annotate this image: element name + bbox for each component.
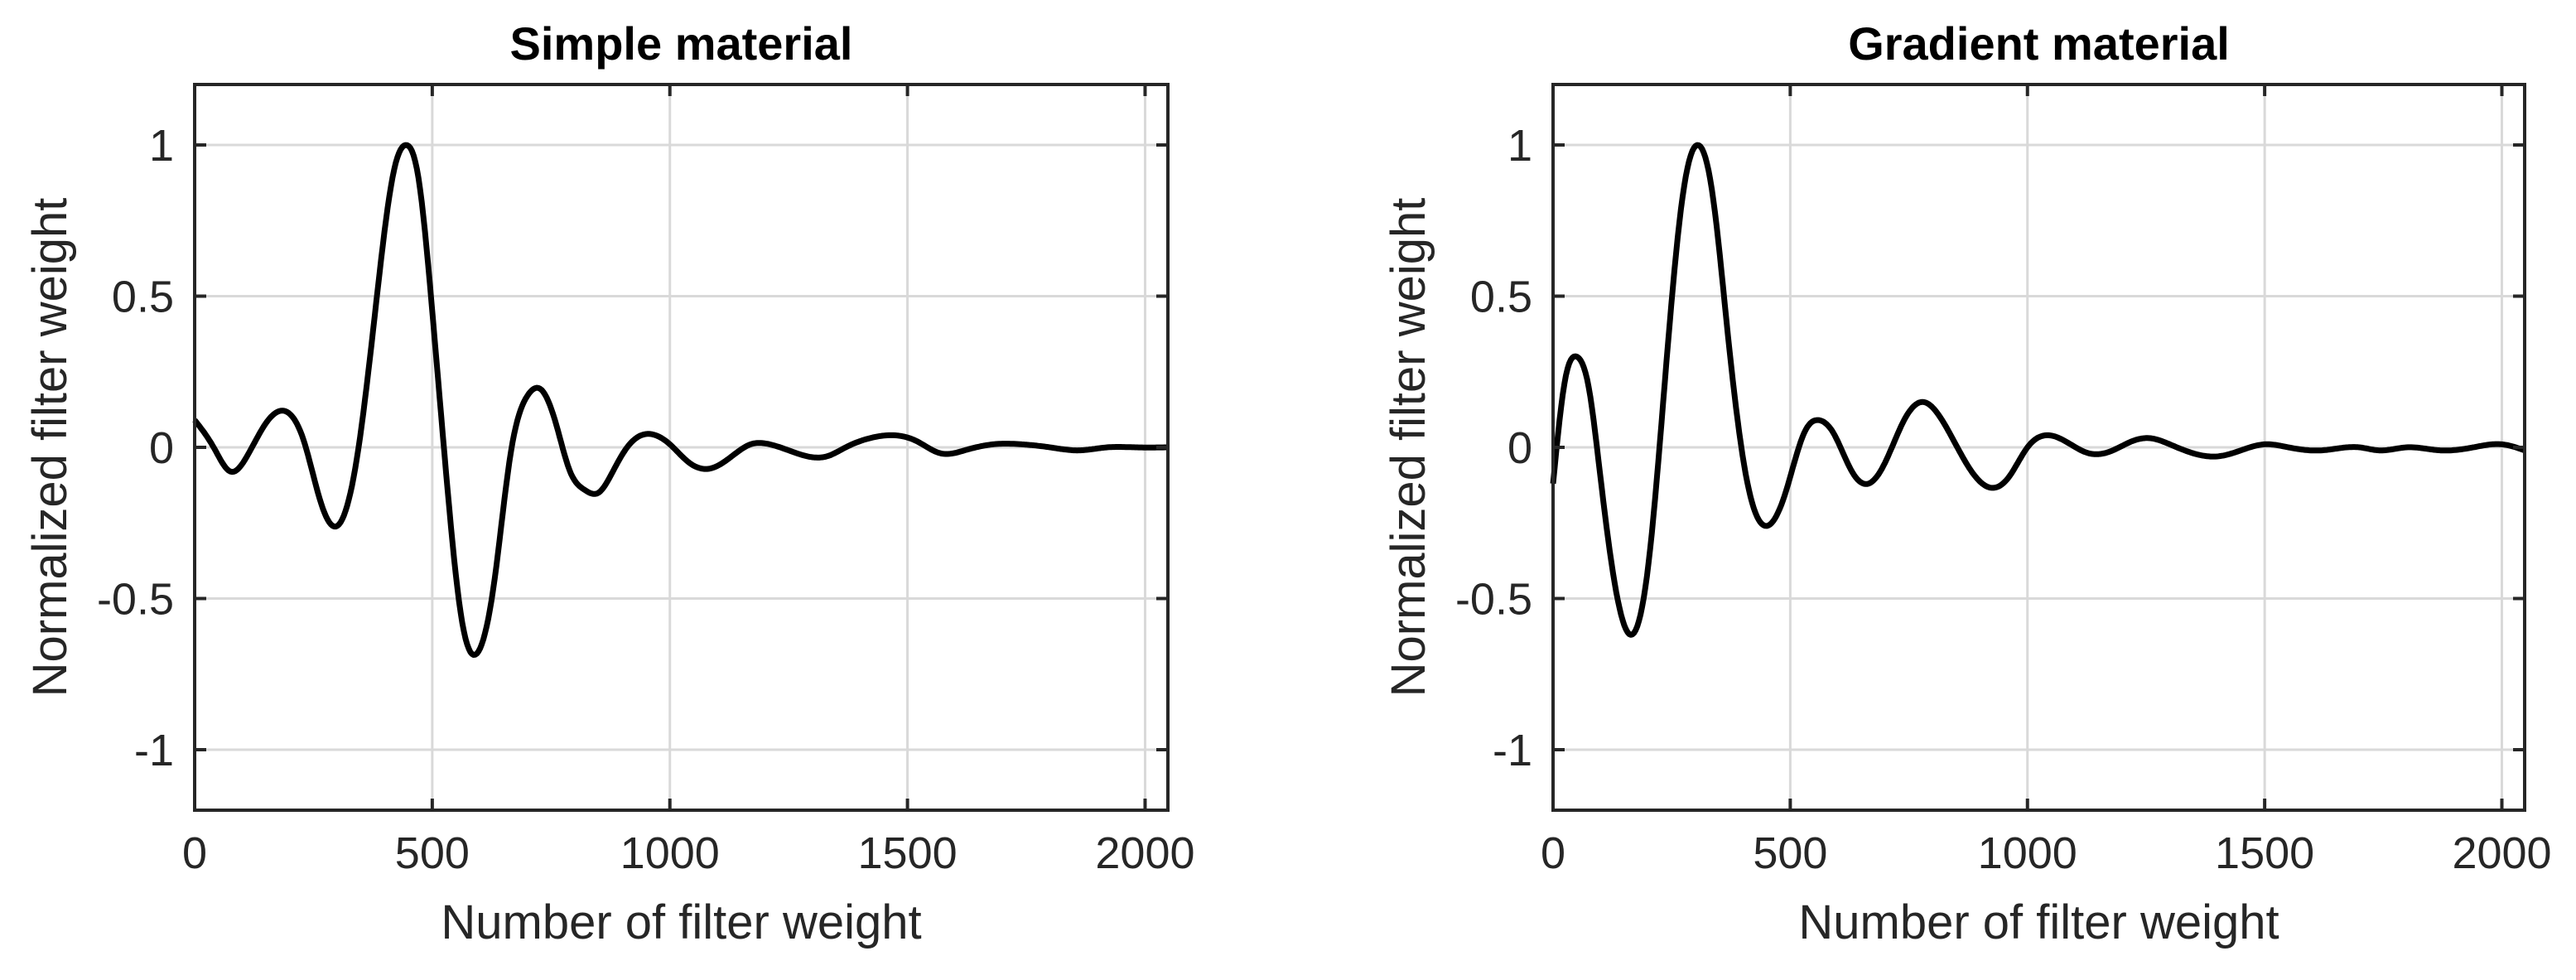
x-tick-label: 0	[182, 828, 207, 878]
y-tick-label: -1	[134, 726, 174, 775]
data-series-line	[1550, 142, 2526, 638]
x-axis-label: Number of filter weight	[1798, 896, 2279, 949]
y-tick-label: 0	[149, 423, 174, 473]
x-tick-label: 500	[1753, 828, 1827, 878]
chart-title: Simple material	[510, 17, 853, 70]
chart-panel-gradient-material: 0 500 1000 1500 2000 -1 -0.5 0 0.5 1 Gradient mate…	[1382, 17, 2552, 949]
chart-title: Gradient material	[1848, 17, 2230, 70]
x-tick-label: 1000	[1978, 828, 2077, 878]
x-tick-label: 1500	[2215, 828, 2314, 878]
y-tick-label: 0.5	[1470, 273, 1532, 322]
y-tick-label: -0.5	[1455, 575, 1532, 625]
x-tick-label: 2000	[2452, 828, 2551, 878]
x-tick-label: 2000	[1095, 828, 1194, 878]
y-tick-label: -0.5	[97, 575, 174, 625]
x-tick-label: 1500	[858, 828, 958, 878]
y-axis-label: Normalized filter weight	[1382, 198, 1435, 698]
chart-panel-simple-material: 0 500 1000 1500 2000 -1 -0.5 0 0.5 1 Simple materi…	[23, 17, 1195, 949]
y-tick-label: -1	[1493, 726, 1532, 775]
x-axis-label: Number of filter weight	[441, 896, 921, 949]
y-tick-label: 0.5	[112, 273, 174, 322]
y-tick-label: 1	[1507, 121, 1532, 171]
y-axis-label: Normalized filter weight	[23, 198, 77, 698]
data-series-line	[192, 142, 1170, 659]
x-tick-label: 0	[1541, 828, 1565, 878]
y-tick-label: 0	[1507, 423, 1532, 473]
x-tick-label: 1000	[620, 828, 720, 878]
x-tick-label: 500	[395, 828, 470, 878]
y-tick-label: 1	[149, 121, 174, 171]
